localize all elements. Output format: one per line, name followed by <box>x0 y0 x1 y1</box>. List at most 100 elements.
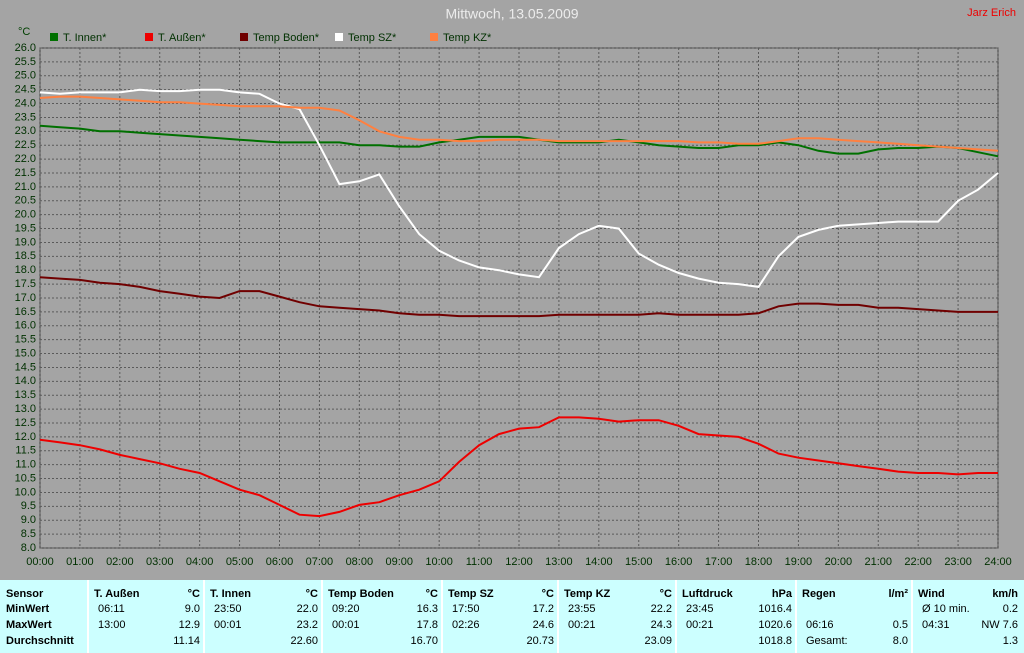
table-text: 00:01 <box>214 619 242 631</box>
table-text: 12.9 <box>178 619 200 631</box>
summary-table: Sensor T. Außen °C T. Innen °C Temp Boden °C Te… <box>0 580 1024 653</box>
table-text: 11.14 <box>173 635 200 647</box>
x-tick-label: 12:00 <box>505 556 533 568</box>
table-text: 9.0 <box>184 603 200 615</box>
legend-label: Temp KZ* <box>443 32 492 44</box>
y-tick-label: 12.0 <box>15 431 36 443</box>
table-text: °C <box>425 588 438 600</box>
y-tick-label: 22.0 <box>15 153 36 165</box>
table-text: l/m² <box>888 588 908 600</box>
table-text: 1018.8 <box>758 635 792 647</box>
column-separator <box>911 580 913 653</box>
table-text: 23:55 <box>568 603 596 615</box>
table-text: MaxWert <box>6 619 52 631</box>
x-tick-label: 23:00 <box>944 556 972 568</box>
x-tick-label: 09:00 <box>385 556 413 568</box>
table-text: 23:50 <box>214 603 242 615</box>
column-separator <box>557 580 559 653</box>
table-text: Ø 10 min. <box>922 603 970 615</box>
table-text: Luftdruck <box>682 588 733 600</box>
y-unit: °C <box>18 26 30 38</box>
y-tick-label: 15.5 <box>15 334 36 346</box>
table-text: 00:01 <box>332 619 360 631</box>
y-tick-label: 17.5 <box>15 278 36 290</box>
line-series <box>39 95 999 152</box>
y-tick-label: 22.5 <box>15 139 36 151</box>
table-text: 17.2 <box>532 603 554 615</box>
table-text: T. Innen <box>210 588 251 600</box>
y-tick-label: 19.5 <box>15 222 36 234</box>
y-tick-label: 16.0 <box>15 320 36 332</box>
column-separator <box>203 580 205 653</box>
y-tick-label: 21.5 <box>15 167 36 179</box>
y-tick-label: 14.5 <box>15 361 36 373</box>
table-text: Wind <box>918 588 945 600</box>
legend-swatch <box>50 33 58 41</box>
column-separator <box>795 580 797 653</box>
chart-title: Mittwoch, 13.05.2009 <box>445 6 578 22</box>
y-tick-label: 9.0 <box>21 514 36 526</box>
column-separator <box>87 580 89 653</box>
x-tick-label: 04:00 <box>186 556 214 568</box>
table-text: 17.8 <box>416 619 438 631</box>
table-text: 23.2 <box>296 619 318 631</box>
y-tick-label: 10.0 <box>15 486 36 498</box>
table-text: 20.73 <box>526 635 554 647</box>
y-tick-label: 11.5 <box>15 445 36 457</box>
y-tick-label: 20.0 <box>15 209 36 221</box>
y-tick-label: 13.0 <box>15 403 36 415</box>
table-text: km/h <box>992 588 1018 600</box>
y-tick-label: 18.0 <box>15 264 36 276</box>
line-series <box>39 124 999 158</box>
y-tick-label: 25.5 <box>15 56 36 68</box>
x-tick-label: 10:00 <box>425 556 453 568</box>
x-tick-label: 22:00 <box>904 556 932 568</box>
y-tick-label: 8.5 <box>21 528 36 540</box>
table-text: 0.5 <box>892 619 908 631</box>
x-tick-label: 11:00 <box>466 556 493 568</box>
table-text: Temp SZ <box>448 588 494 600</box>
table-text: Gesamt: <box>806 635 848 647</box>
table-text: T. Außen <box>94 588 140 600</box>
y-tick-label: 17.0 <box>15 292 36 304</box>
legend-label: Temp Boden* <box>253 32 320 44</box>
x-tick-label: 19:00 <box>785 556 813 568</box>
legend-label: Temp SZ* <box>348 32 397 44</box>
x-tick-label: 24:00 <box>984 556 1012 568</box>
table-text: 06:16 <box>806 619 834 631</box>
x-tick-label: 17:00 <box>705 556 733 568</box>
table-text: °C <box>305 588 318 600</box>
table-text: 1016.4 <box>758 603 792 615</box>
y-tick-label: 21.0 <box>15 181 36 193</box>
table-text: 09:20 <box>332 603 360 615</box>
y-tick-label: 20.5 <box>15 195 36 207</box>
table-text: 04:31 <box>922 619 950 631</box>
table-text: 00:21 <box>686 619 714 631</box>
legend-swatch <box>430 33 438 41</box>
table-text: MinWert <box>6 603 50 615</box>
x-tick-label: 18:00 <box>745 556 773 568</box>
y-tick-label: 24.0 <box>15 97 36 109</box>
line-series <box>39 276 998 318</box>
y-tick-label: 26.0 <box>15 42 36 54</box>
table-text: °C <box>659 588 672 600</box>
legend-swatch <box>240 33 248 41</box>
x-tick-label: 07:00 <box>306 556 334 568</box>
table-text: 8.0 <box>892 635 908 647</box>
table-text: 00:21 <box>568 619 596 631</box>
author: Jarz Erich <box>967 7 1016 19</box>
column-separator <box>441 580 443 653</box>
line-series <box>39 88 999 288</box>
table-text: 16.70 <box>410 635 438 647</box>
x-tick-label: 00:00 <box>26 556 54 568</box>
table-text: 22.0 <box>296 603 318 615</box>
x-tick-label: 06:00 <box>266 556 294 568</box>
y-tick-label: 23.5 <box>15 111 36 123</box>
table-text: NW 7.6 <box>981 619 1018 631</box>
y-tick-label: 10.5 <box>15 472 36 484</box>
table-text: 1.3 <box>1002 635 1018 647</box>
y-tick-label: 11.0 <box>15 459 36 471</box>
y-tick-label: 12.5 <box>15 417 36 429</box>
x-tick-label: 08:00 <box>346 556 374 568</box>
